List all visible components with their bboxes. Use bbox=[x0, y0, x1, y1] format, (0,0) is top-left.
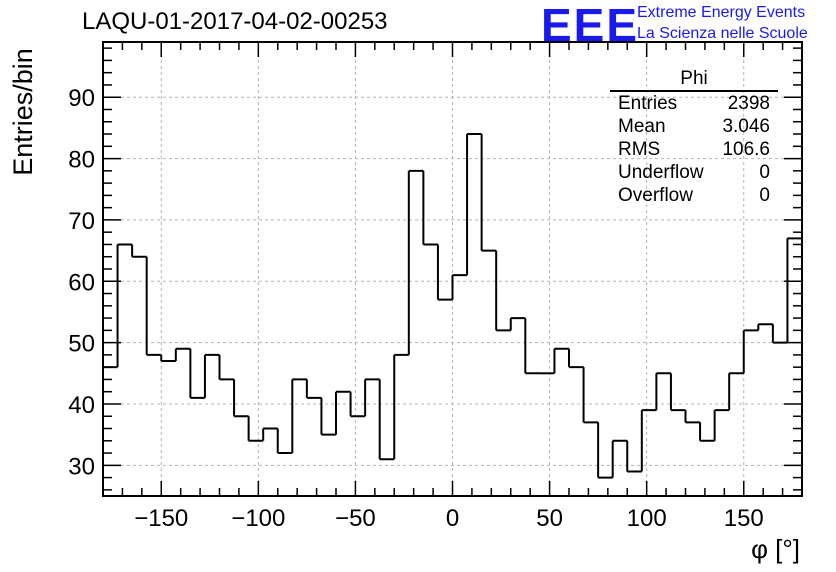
histogram-layer bbox=[103, 133, 803, 479]
stats-label: Entries bbox=[618, 93, 678, 114]
histogram-bin bbox=[509, 317, 526, 331]
histogram-bin bbox=[728, 372, 744, 411]
x-tick-label: 50 bbox=[536, 505, 563, 532]
x-tick-label: 100 bbox=[627, 505, 667, 532]
y-axis-label: Entries/bin bbox=[8, 48, 38, 176]
histogram-bin bbox=[349, 391, 366, 418]
stats-value: 0 bbox=[759, 185, 770, 206]
histogram-bin bbox=[233, 379, 249, 418]
stats-value: 0 bbox=[759, 162, 770, 183]
histogram-bin bbox=[669, 373, 686, 412]
histogram-bin bbox=[276, 428, 293, 455]
histogram-bin bbox=[320, 397, 336, 436]
histogram-bin bbox=[684, 410, 701, 424]
histogram-bin bbox=[247, 416, 264, 442]
histogram-bin bbox=[305, 379, 322, 399]
histogram-bin bbox=[480, 134, 497, 252]
y-tick-label: 50 bbox=[68, 331, 95, 358]
stats-label: Mean bbox=[618, 116, 666, 137]
eee-logo: EEE bbox=[541, 0, 640, 51]
x-tick-label: −150 bbox=[134, 505, 188, 532]
stats-label: Underflow bbox=[618, 162, 704, 183]
stats-row-underflow: Underflow 0 bbox=[610, 161, 778, 184]
x-tick-label: −50 bbox=[335, 505, 376, 532]
histogram-bin bbox=[262, 427, 278, 441]
histogram-bin bbox=[466, 133, 482, 276]
histogram-bin bbox=[553, 347, 569, 374]
histogram-bin bbox=[335, 390, 351, 435]
logo-subtitle-2: La Scienza nelle Scuole bbox=[637, 25, 808, 42]
histogram-bin bbox=[655, 372, 671, 411]
x-axis-label: φ [°] bbox=[751, 534, 800, 564]
y-tick-label: 70 bbox=[68, 208, 95, 235]
histogram-bin bbox=[160, 354, 176, 363]
histogram-bin bbox=[218, 354, 235, 381]
histogram-bin bbox=[524, 318, 540, 375]
histogram-bin bbox=[597, 422, 613, 479]
grid-layer bbox=[103, 42, 802, 496]
histogram-bin bbox=[582, 367, 599, 424]
histogram-bin bbox=[203, 353, 220, 398]
histogram-bin bbox=[611, 439, 628, 478]
histogram-bin bbox=[378, 379, 395, 461]
stats-row-overflow: Overflow 0 bbox=[610, 184, 778, 207]
histogram-bin bbox=[757, 323, 773, 331]
histogram-bin bbox=[713, 409, 730, 441]
histogram-bin bbox=[189, 348, 205, 399]
histogram-bin bbox=[116, 243, 133, 368]
histogram-bin bbox=[407, 169, 424, 355]
histogram-bin bbox=[436, 244, 453, 301]
x-tick-label: 0 bbox=[446, 505, 459, 532]
y-tick-label: 30 bbox=[68, 453, 95, 480]
stats-value: 3.046 bbox=[722, 116, 770, 137]
stats-box: Phi Entries 2398 Mean 3.046 RMS 106.6 Un… bbox=[610, 68, 778, 207]
logo-subtitle-1: Extreme Energy Events bbox=[637, 4, 806, 21]
histogram-bin bbox=[364, 378, 380, 417]
histogram-bin bbox=[742, 329, 759, 374]
histogram-bin bbox=[640, 409, 657, 472]
stats-label: Overflow bbox=[618, 185, 693, 206]
histogram-bin bbox=[699, 422, 715, 442]
histogram-bin bbox=[393, 353, 409, 460]
y-tick-label: 90 bbox=[68, 85, 95, 112]
axis-layer: −150 −100 −50 0 50 100 150 30 40 50 60 70 80 90 bbox=[68, 41, 803, 532]
histogram-bin bbox=[145, 256, 162, 356]
histogram-bin bbox=[291, 378, 307, 454]
histogram-bin bbox=[422, 170, 438, 246]
stats-value: 106.6 bbox=[722, 139, 770, 160]
y-tick-label: 80 bbox=[68, 147, 95, 174]
histogram-bin bbox=[771, 324, 788, 344]
y-tick-label: 60 bbox=[68, 269, 95, 296]
histogram-bin bbox=[786, 237, 802, 343]
stats-row-entries: Entries 2398 bbox=[610, 92, 778, 115]
stats-title: Phi bbox=[610, 68, 778, 92]
histogram-bin bbox=[131, 244, 147, 258]
stats-row-rms: RMS 106.6 bbox=[610, 138, 778, 161]
stats-row-mean: Mean 3.046 bbox=[610, 115, 778, 138]
histogram-bin bbox=[174, 347, 191, 362]
x-tick-label: −100 bbox=[231, 505, 285, 532]
histogram-bin bbox=[626, 440, 642, 473]
histogram-bin bbox=[568, 348, 584, 369]
y-tick-label: 40 bbox=[68, 392, 95, 419]
histogram-bin bbox=[451, 274, 468, 300]
stats-value: 2398 bbox=[727, 93, 770, 114]
chart-title: LAQU-01-2017-04-02-00253 bbox=[82, 8, 388, 35]
x-tick-label: 150 bbox=[724, 505, 764, 532]
histogram-bin bbox=[495, 250, 511, 332]
stats-label: RMS bbox=[618, 139, 661, 160]
